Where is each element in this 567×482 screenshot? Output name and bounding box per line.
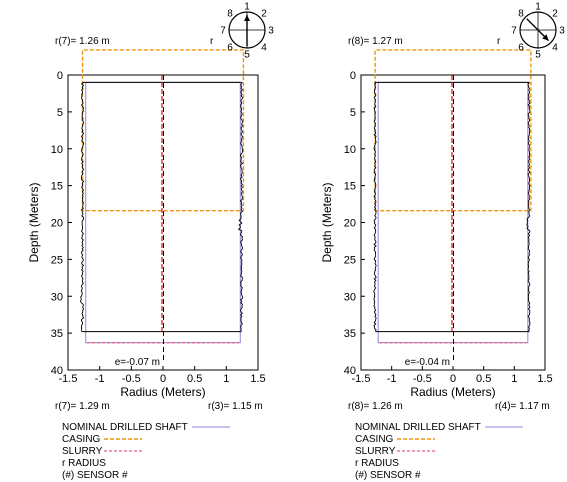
sensor-number: 7 <box>220 26 226 37</box>
casing-outline <box>81 49 245 212</box>
sensor-number: 6 <box>227 42 233 53</box>
sensor-number: 4 <box>261 42 267 53</box>
legend-slurry-label: SLURRY <box>355 446 396 457</box>
legend-slurry-label: SLURRY <box>62 446 103 457</box>
top-left-radius-label: r(7)= 1.26 m <box>55 36 110 47</box>
bottom-right-radius-label: r(3)= 1.15 m <box>208 401 263 412</box>
x-tick-label: -0.5 <box>413 373 432 385</box>
y-tick-label: 0 <box>350 70 356 82</box>
sensor-number: 8 <box>227 9 233 20</box>
y-tick-label: 10 <box>51 144 63 156</box>
legend-casing-label: CASING <box>355 434 394 445</box>
legend-sensor-label: (#) SENSOR # <box>355 470 421 481</box>
legend-casing-label: CASING <box>62 434 101 445</box>
sensor-number: 3 <box>559 26 565 37</box>
legend-sensor-label: (#) SENSOR # <box>62 470 128 481</box>
x-tick-label: -1.5 <box>59 373 78 385</box>
x-axis-label: Radius (Meters) <box>120 385 205 399</box>
y-axis-label: Depth (Meters) <box>320 182 334 262</box>
x-tick-label: 0 <box>450 373 456 385</box>
sensor-number: 2 <box>261 9 267 20</box>
y-tick-label: 30 <box>344 291 356 303</box>
legend-nominal-label: NOMINAL DRILLED SHAFT <box>62 422 188 433</box>
eccentricity-label: e=-0.07 m <box>115 357 160 368</box>
y-tick-label: 35 <box>344 328 356 340</box>
bottom-left-radius-label: r(8)= 1.26 m <box>348 401 403 412</box>
top-left-radius-label: r(8)= 1.27 m <box>348 36 403 47</box>
y-tick-label: 15 <box>344 181 356 193</box>
left-caliper-profile <box>373 82 377 332</box>
sensor-number: 1 <box>535 2 541 13</box>
sensor-number: 5 <box>244 50 250 61</box>
x-tick-label: 1.5 <box>250 373 265 385</box>
y-tick-label: 5 <box>57 107 63 119</box>
x-tick-label: 0 <box>160 373 166 385</box>
y-tick-label: 25 <box>344 254 356 266</box>
y-tick-label: 30 <box>51 291 63 303</box>
y-tick-label: 0 <box>57 70 63 82</box>
legend-radius-label: r RADIUS <box>355 458 399 469</box>
sensor-arrow-head <box>542 34 549 41</box>
sensor-arrow-head <box>244 15 250 21</box>
x-tick-label: 1 <box>511 373 517 385</box>
x-tick-label: 1 <box>223 373 229 385</box>
y-tick-label: 25 <box>51 254 63 266</box>
sensor-number: 7 <box>511 26 517 37</box>
legend-radius-label: r RADIUS <box>62 458 106 469</box>
x-tick-label: 1.5 <box>537 373 552 385</box>
y-tick-label: 10 <box>344 144 356 156</box>
x-tick-label: -1 <box>387 373 397 385</box>
y-tick-label: 40 <box>51 365 63 377</box>
sensor-number: 5 <box>535 50 541 61</box>
bottom-right-radius-label: r(4)= 1.17 m <box>495 401 550 412</box>
casing-outline <box>374 49 532 212</box>
legend-nominal-label: NOMINAL DRILLED SHAFT <box>355 422 481 433</box>
left-caliper-profile <box>79 82 85 332</box>
x-tick-label: 0.5 <box>476 373 491 385</box>
y-tick-label: 5 <box>350 107 356 119</box>
y-axis-label: Depth (Meters) <box>27 182 41 262</box>
x-axis-label: Radius (Meters) <box>410 385 495 399</box>
eccentricity-label: e=-0.04 m <box>405 357 450 368</box>
sensor-number: 4 <box>552 42 558 53</box>
y-tick-label: 20 <box>51 218 63 230</box>
top-right-radius-label: r <box>210 36 214 47</box>
x-tick-label: -1.5 <box>352 373 371 385</box>
y-tick-label: 40 <box>344 365 356 377</box>
sensor-number: 3 <box>268 26 274 37</box>
sensor-number: 8 <box>518 9 524 20</box>
y-tick-label: 20 <box>344 218 356 230</box>
x-tick-label: -1 <box>95 373 105 385</box>
top-right-radius-label: r <box>497 36 501 47</box>
sensor-number: 1 <box>244 2 250 13</box>
x-tick-label: -0.5 <box>122 373 141 385</box>
sensor-number: 2 <box>552 9 558 20</box>
x-tick-label: 0.5 <box>187 373 202 385</box>
y-tick-label: 35 <box>51 328 63 340</box>
right-caliper-profile <box>526 82 531 332</box>
sensor-number: 6 <box>518 42 524 53</box>
bottom-left-radius-label: r(7)= 1.29 m <box>55 401 110 412</box>
right-caliper-profile <box>237 82 244 332</box>
y-tick-label: 15 <box>51 181 63 193</box>
